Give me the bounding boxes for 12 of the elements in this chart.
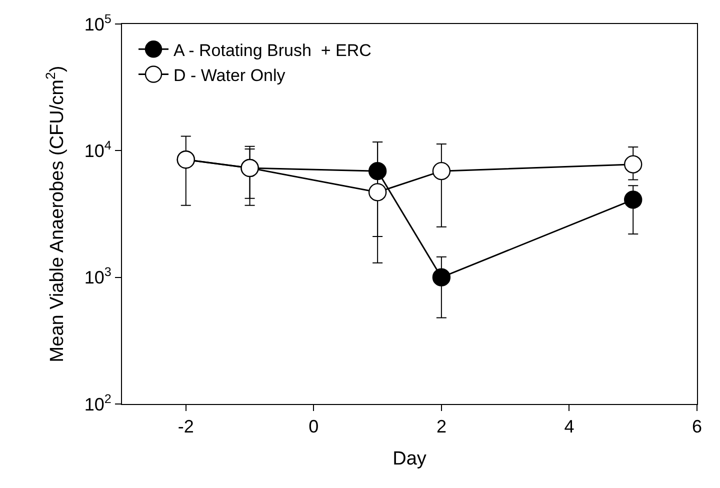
y-tick-label: 10$^{3}$ bbox=[84, 265, 112, 288]
x-tick-label: 4 bbox=[564, 416, 574, 437]
x-tick-label: 0 bbox=[308, 416, 319, 437]
y-tick-label: 10$^{5}$ bbox=[84, 12, 112, 34]
legend-label: A - Rotating Brush + ERC bbox=[174, 40, 372, 60]
y-tick-label: 10$^{4}$ bbox=[84, 138, 112, 161]
x-tick-label: 6 bbox=[692, 416, 702, 437]
x-tick-label: 2 bbox=[436, 416, 446, 437]
x-tick-label: -2 bbox=[178, 416, 194, 437]
y-tick-label: 10$^{2}$ bbox=[84, 392, 112, 414]
legend-label: D - Water Only bbox=[174, 66, 286, 85]
x-axis-title: Day bbox=[392, 448, 427, 470]
